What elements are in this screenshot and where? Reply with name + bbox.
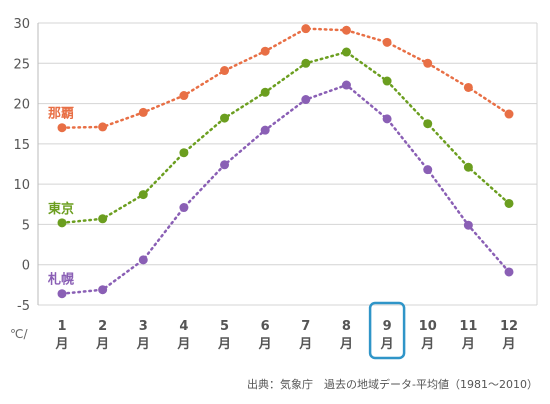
series-1	[57, 47, 514, 228]
x-tick-unit: 月	[176, 337, 190, 352]
series-label: 那覇	[48, 107, 74, 122]
data-point	[138, 255, 148, 265]
series-label: 札幌	[47, 272, 74, 288]
series-2	[57, 80, 514, 299]
y-tick-label: 15	[13, 138, 30, 153]
data-point	[179, 203, 189, 213]
x-tick-number: 11	[459, 319, 477, 334]
data-point	[98, 214, 108, 224]
y-tick-label: -5	[17, 299, 30, 314]
data-point	[301, 24, 311, 34]
data-point	[260, 87, 270, 97]
data-point	[179, 148, 189, 158]
data-point	[423, 165, 433, 175]
data-point	[98, 285, 108, 295]
data-point	[382, 114, 392, 124]
data-point	[341, 47, 351, 57]
series-line	[60, 27, 511, 129]
x-tick-number: 3	[139, 319, 148, 334]
x-axis: 1 月 2 月 3 月 4 月 5 月 6 月 7 月 8 月 9 月 10 月 11 月 12 月	[54, 319, 518, 352]
data-point	[301, 95, 311, 105]
x-tick-unit: 月	[136, 337, 150, 352]
data-point	[98, 122, 108, 132]
x-tick-unit: 月	[461, 337, 475, 352]
x-tick-unit: 月	[95, 337, 109, 352]
data-point	[260, 125, 270, 135]
data-point	[504, 267, 514, 277]
series-label: 東京	[48, 201, 74, 217]
x-tick-number: 12	[500, 319, 518, 334]
x-tick-unit: 月	[380, 337, 394, 352]
y-unit-label: ℃/	[10, 327, 28, 341]
series-0	[57, 24, 514, 133]
y-axis: -5 0 5 10 15 20 25 30	[13, 17, 30, 314]
data-point	[57, 289, 67, 299]
y-tick-label: 10	[13, 178, 30, 193]
data-point	[504, 109, 514, 119]
series-line	[60, 83, 511, 295]
data-point	[423, 119, 433, 129]
highlight-box	[368, 301, 406, 360]
data-point	[504, 198, 514, 208]
data-point	[463, 162, 473, 172]
data-point	[341, 80, 351, 90]
x-tick-number: 4	[179, 319, 188, 334]
data-point	[220, 66, 230, 76]
y-tick-label: 0	[22, 259, 30, 274]
x-tick-number: 5	[220, 319, 229, 334]
data-point	[138, 107, 148, 117]
x-tick-number: 2	[98, 319, 107, 334]
data-point	[341, 25, 351, 35]
grid-layer	[37, 22, 538, 306]
data-point	[463, 82, 473, 92]
series-layer	[57, 24, 514, 299]
data-point	[301, 58, 311, 68]
x-tick-unit: 月	[420, 337, 434, 352]
highlight-layer	[368, 301, 406, 360]
source-note: 出典：気象庁 過去の地域データ-平均値（1981〜2010）	[247, 377, 538, 391]
data-point	[382, 37, 392, 47]
data-point	[463, 220, 473, 230]
x-tick-number: 6	[261, 319, 270, 334]
y-tick-label: 30	[13, 17, 30, 32]
data-point	[57, 123, 67, 133]
x-tick-number: 1	[57, 319, 66, 334]
data-point	[220, 160, 230, 170]
x-tick-unit: 月	[54, 337, 68, 352]
x-tick-unit: 月	[298, 337, 312, 352]
data-point	[138, 190, 148, 200]
data-point	[57, 218, 67, 228]
x-tick-unit: 月	[501, 337, 515, 352]
y-tick-label: 25	[13, 57, 30, 72]
data-point	[423, 58, 433, 68]
y-tick-label: 20	[13, 98, 30, 113]
x-tick-unit: 月	[217, 337, 231, 352]
data-point	[220, 113, 230, 123]
x-tick-unit: 月	[339, 337, 353, 352]
x-tick-number: 9	[383, 319, 392, 334]
x-tick-number: 7	[301, 319, 310, 334]
data-point	[260, 46, 270, 56]
x-tick-number: 8	[342, 319, 351, 334]
series-line	[60, 50, 511, 225]
y-tick-label: 5	[22, 218, 30, 233]
x-tick-unit: 月	[258, 337, 272, 352]
data-point	[382, 76, 392, 86]
data-point	[179, 91, 189, 101]
x-tick-number: 10	[419, 319, 437, 334]
